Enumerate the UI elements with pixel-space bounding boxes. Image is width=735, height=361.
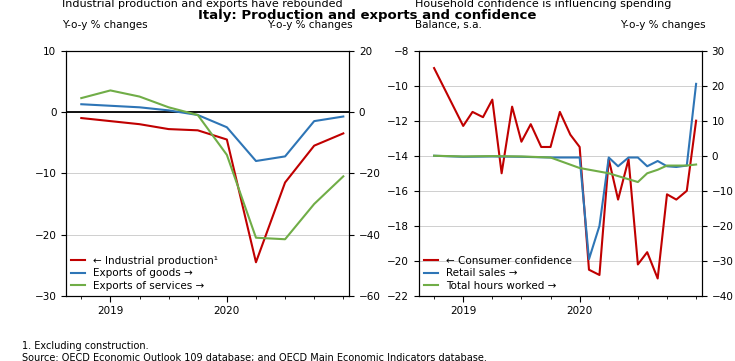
Text: Source: OECD Economic Outlook 109 database; and OECD Main Economic Indicators da: Source: OECD Economic Outlook 109 databa… xyxy=(22,353,487,361)
Legend: ← Consumer confidence, Retail sales →, Total hours worked →: ← Consumer confidence, Retail sales →, T… xyxy=(424,256,572,291)
Text: Balance, s.a.: Balance, s.a. xyxy=(415,20,482,30)
Text: Industrial production and exports have rebounded: Industrial production and exports have r… xyxy=(62,0,343,9)
Text: Y-o-y % changes: Y-o-y % changes xyxy=(62,20,148,30)
Text: Italy: Production and exports and confidence: Italy: Production and exports and confid… xyxy=(198,9,537,22)
Text: Y-o-y % changes: Y-o-y % changes xyxy=(620,20,706,30)
Text: 1. Excluding construction.: 1. Excluding construction. xyxy=(22,341,148,351)
Text: Y-o-y % changes: Y-o-y % changes xyxy=(268,20,353,30)
Text: Household confidence is influencing spending: Household confidence is influencing spen… xyxy=(415,0,672,9)
Legend: ← Industrial production¹, Exports of goods →, Exports of services →: ← Industrial production¹, Exports of goo… xyxy=(71,256,218,291)
